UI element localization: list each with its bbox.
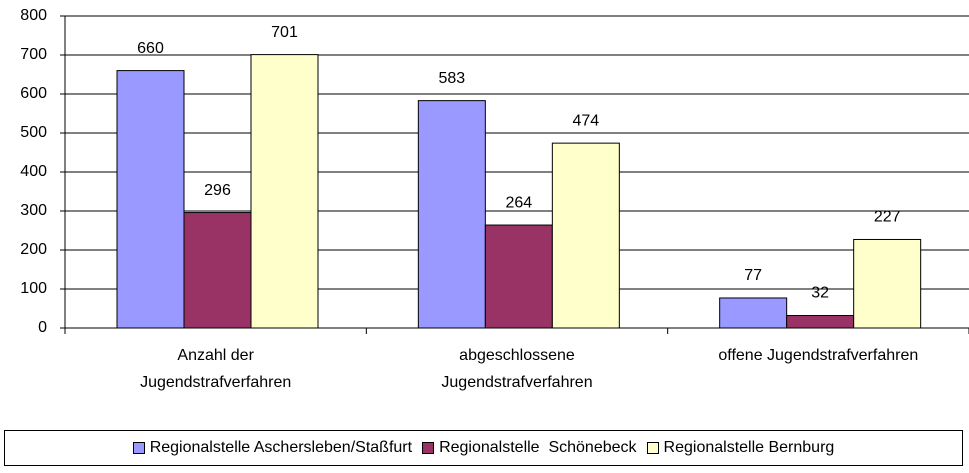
value-label: 296 xyxy=(204,182,231,199)
y-tick-label: 200 xyxy=(20,241,47,258)
value-label: 660 xyxy=(137,40,164,57)
y-tick-label: 600 xyxy=(20,85,47,102)
x-tick-label: offene Jugendstrafverfahren xyxy=(718,347,919,364)
y-tick-label: 700 xyxy=(20,46,47,63)
legend-item: Regionalstelle Schönebeck xyxy=(422,439,637,457)
y-tick-label: 0 xyxy=(38,319,47,336)
value-label: 583 xyxy=(438,70,465,87)
bar xyxy=(417,100,486,329)
legend-swatch xyxy=(646,442,659,454)
value-label: 701 xyxy=(271,24,298,41)
value-label: 227 xyxy=(874,209,901,226)
legend: Regionalstelle Aschersleben/Staßfurt Regi… xyxy=(4,430,963,466)
bar xyxy=(484,224,553,329)
legend-label: Regionalstelle Schönebeck xyxy=(439,439,637,456)
x-tick-label: abgeschlossene Jugendstrafverfahren xyxy=(441,347,593,391)
legend-item: Regionalstelle Bernburg xyxy=(646,439,835,457)
bar xyxy=(853,238,922,329)
legend-label: Regionalstelle Bernburg xyxy=(663,439,835,456)
value-label: 77 xyxy=(744,267,762,284)
bar xyxy=(719,297,788,329)
bar xyxy=(116,70,185,329)
legend-item: Regionalstelle Aschersleben/Staßfurt xyxy=(132,439,413,457)
value-label: 474 xyxy=(572,112,599,129)
bar xyxy=(786,315,855,329)
y-tick-label: 800 xyxy=(20,7,47,24)
legend-swatch xyxy=(132,442,145,454)
x-tick-label: Anzahl der Jugendstrafverfahren xyxy=(140,347,292,391)
legend-label: Regionalstelle Aschersleben/Staßfurt xyxy=(149,439,413,456)
legend-swatch xyxy=(422,442,435,454)
bar xyxy=(250,54,319,329)
bar xyxy=(551,142,620,329)
bar xyxy=(183,212,252,329)
y-tick-label: 500 xyxy=(20,124,47,141)
y-tick-label: 400 xyxy=(20,163,47,180)
y-tick-label: 100 xyxy=(20,280,47,297)
value-label: 32 xyxy=(811,285,829,302)
value-label: 264 xyxy=(505,194,532,211)
y-tick-label: 300 xyxy=(20,202,47,219)
